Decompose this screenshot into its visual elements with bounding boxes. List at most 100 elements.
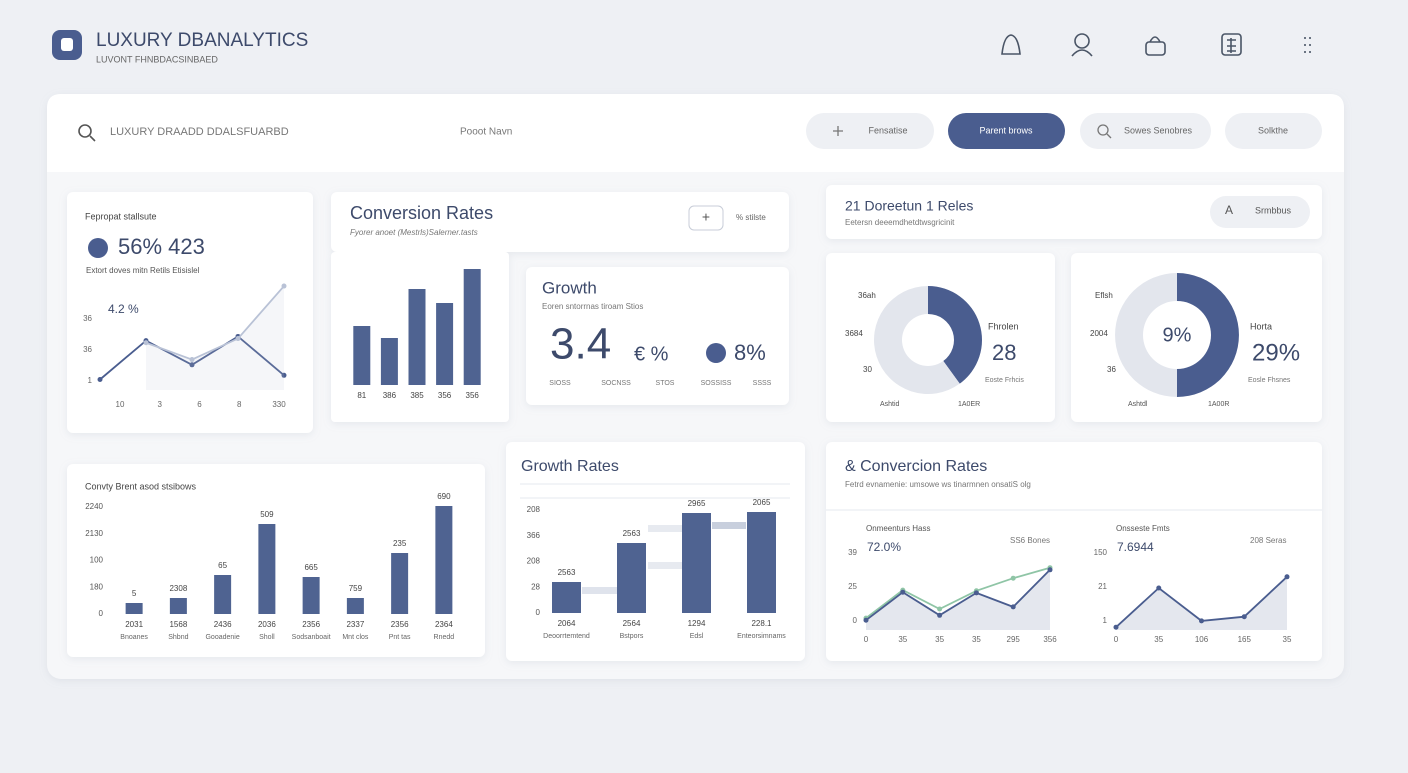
button-label: Fensatise bbox=[868, 125, 907, 135]
data-label: 665 bbox=[304, 563, 318, 572]
panel bbox=[826, 253, 1055, 422]
donut-label: 36 bbox=[1107, 365, 1116, 374]
small-label: STOS bbox=[656, 380, 675, 387]
panel-subtitle: Eetersn deeemdhetdtwsgricinit bbox=[845, 218, 955, 227]
panel bbox=[331, 192, 789, 252]
button[interactable] bbox=[1080, 113, 1211, 149]
button-label: Parent brows bbox=[979, 125, 1033, 135]
x-tick-label: 3 bbox=[158, 400, 163, 409]
data-label: 5 bbox=[132, 589, 137, 598]
x-sublabel: Edsl bbox=[690, 633, 704, 640]
x-tick-label: 35 bbox=[898, 635, 907, 644]
line-point bbox=[143, 340, 149, 346]
calculator-icon[interactable] bbox=[1221, 33, 1242, 56]
x-tick-label: 2031 bbox=[125, 620, 143, 629]
search-icon bbox=[1097, 124, 1112, 139]
chart-headline: 72.0% bbox=[867, 540, 901, 554]
bell-icon[interactable] bbox=[1001, 34, 1021, 55]
button-active[interactable] bbox=[948, 113, 1065, 149]
x-sublabel: Bstpors bbox=[620, 633, 644, 640]
donut-label: 36ah bbox=[858, 291, 876, 300]
y-tick-label: 28 bbox=[531, 582, 540, 591]
y-tick-label: 0 bbox=[99, 609, 104, 618]
bar bbox=[682, 513, 711, 613]
donut-bottom-label: 1A0ER bbox=[958, 401, 980, 408]
y-tick-label: 366 bbox=[527, 531, 541, 540]
small-label: SIOSS bbox=[549, 380, 571, 387]
x-sublabel: Sholl bbox=[259, 634, 275, 641]
plus-icon bbox=[833, 126, 843, 136]
donut-label: 3684 bbox=[845, 329, 863, 338]
y-tick-label: 36 bbox=[83, 314, 92, 323]
donut-caption: Eoste Frhcis bbox=[985, 377, 1024, 384]
donut-label: 2004 bbox=[1090, 329, 1108, 338]
bag-icon[interactable] bbox=[1145, 41, 1166, 56]
y-tick-label: 180 bbox=[90, 582, 104, 591]
button[interactable] bbox=[1210, 196, 1310, 228]
bar bbox=[617, 543, 646, 613]
donut-bottom-label: Ashtdl bbox=[1128, 401, 1148, 408]
x-tick-label: 385 bbox=[410, 391, 424, 400]
user-icon[interactable] bbox=[1074, 33, 1090, 49]
donut-side-value: 28 bbox=[992, 340, 1016, 365]
menu-icon[interactable] bbox=[1304, 37, 1311, 53]
bar bbox=[380, 338, 398, 385]
bar bbox=[391, 553, 409, 614]
line-point bbox=[1241, 614, 1247, 620]
line-point bbox=[900, 589, 906, 595]
y-tick-label: 208 bbox=[527, 557, 541, 566]
line-area bbox=[866, 569, 1050, 630]
chart-headline: 7.6944 bbox=[1117, 540, 1154, 554]
x-tick-label: 2564 bbox=[623, 619, 641, 628]
panel-title: Convty Brent asod stsibows bbox=[85, 481, 197, 491]
donut-label: 30 bbox=[863, 365, 872, 374]
data-label: 509 bbox=[260, 510, 274, 519]
note: % stilste bbox=[736, 213, 766, 222]
data-label: 759 bbox=[349, 584, 363, 593]
x-tick-label: 165 bbox=[1238, 635, 1252, 644]
line-point bbox=[1284, 574, 1290, 580]
y-tick-label: 21 bbox=[1098, 582, 1107, 591]
panels bbox=[67, 185, 1322, 661]
button[interactable] bbox=[1225, 113, 1322, 149]
x-sublabel: Deoorrtemtend bbox=[543, 633, 590, 640]
connector bbox=[648, 562, 682, 569]
line-point bbox=[1047, 567, 1053, 573]
logo-glyph bbox=[61, 38, 73, 51]
app-subtitle: LUVONT FHNBDACSINBAED bbox=[96, 54, 218, 64]
x-sublabel: Pnt tas bbox=[389, 634, 411, 641]
x-tick-label: 2036 bbox=[258, 620, 276, 629]
data-label: 690 bbox=[437, 492, 451, 501]
button-label: Srmbbus bbox=[1255, 205, 1292, 215]
chart-label: Onsseste Fmts bbox=[1116, 524, 1170, 533]
panel-title: 21 Doreetun 1 Reles bbox=[845, 198, 973, 214]
icon-button[interactable] bbox=[688, 205, 724, 231]
x-tick-label: 2356 bbox=[302, 620, 320, 629]
donut-center: 9% bbox=[1163, 324, 1192, 346]
x-tick-label: 106 bbox=[1195, 635, 1209, 644]
panel bbox=[67, 192, 313, 433]
x-tick-label: 295 bbox=[1007, 635, 1021, 644]
data-label: 2965 bbox=[688, 499, 706, 508]
y-tick-label: 100 bbox=[90, 556, 104, 565]
donut-label: Eflsh bbox=[1095, 291, 1113, 300]
search-text: LUXURY DRAADD DDALSFUARBD bbox=[110, 126, 289, 138]
header-icons[interactable] bbox=[1001, 33, 1311, 57]
x-sublabel: Bnoanes bbox=[120, 634, 148, 641]
button[interactable] bbox=[806, 113, 934, 149]
x-tick-label: 356 bbox=[1043, 635, 1057, 644]
bar bbox=[436, 303, 454, 385]
x-tick-label: 330 bbox=[272, 400, 286, 409]
x-tick-label: 386 bbox=[383, 391, 397, 400]
x-tick-label: 35 bbox=[972, 635, 981, 644]
small-label: SOSSISS bbox=[701, 380, 732, 387]
panel-label: Fepropat stallsute bbox=[85, 211, 157, 221]
data-label: 2563 bbox=[623, 529, 641, 538]
bar bbox=[346, 598, 364, 614]
donut-segment bbox=[1177, 273, 1239, 397]
panel bbox=[826, 185, 1322, 239]
donut-bottom-label: 1A00R bbox=[1208, 401, 1229, 408]
x-tick-label: 0 bbox=[1114, 635, 1119, 644]
bar bbox=[353, 326, 371, 385]
button-icon: A bbox=[1225, 203, 1233, 217]
